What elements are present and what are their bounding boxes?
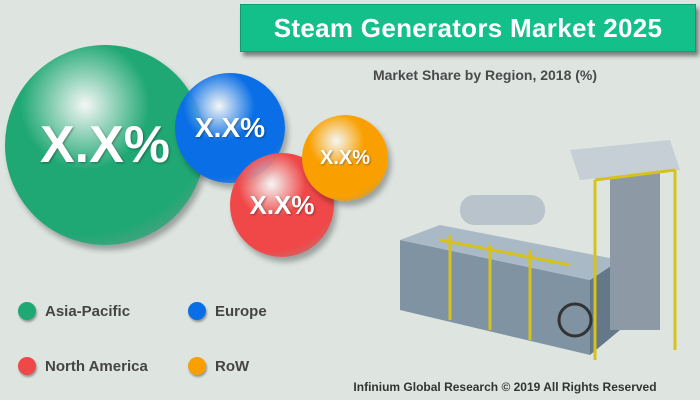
bubble-label: X.X% — [194, 112, 266, 143]
bubble-asia-pacific: X.X% — [5, 45, 205, 245]
bubble-label: X.X% — [39, 116, 171, 174]
chart-subtitle: Market Share by Region, 2018 (%) — [372, 67, 598, 83]
copyright-footer: Infinium Global Research © 2019 All Righ… — [353, 380, 657, 394]
legend-label: Asia-Pacific — [45, 302, 131, 320]
legend-item: Asia-Pacific — [18, 302, 130, 320]
bubble-north-america: X.X% — [230, 153, 334, 257]
legend-item: North America — [18, 357, 148, 375]
bubble-label: X.X% — [319, 146, 371, 169]
legend-label: Europe — [215, 302, 267, 320]
steam-generator-illustration — [400, 140, 680, 360]
title-banner: Steam Generators Market 2025 — [240, 4, 696, 52]
bubble-label: X.X% — [249, 189, 315, 220]
legend-swatch — [188, 357, 206, 375]
legend-swatch — [188, 302, 206, 320]
bubble-row: X.X% — [302, 115, 388, 201]
legend-item: Europe — [188, 302, 267, 320]
legend-label: RoW — [215, 357, 250, 375]
legend-swatch — [18, 302, 36, 320]
legend-label: North America — [45, 357, 148, 375]
legend-swatch — [18, 357, 36, 375]
legend-item: RoW — [188, 357, 249, 375]
